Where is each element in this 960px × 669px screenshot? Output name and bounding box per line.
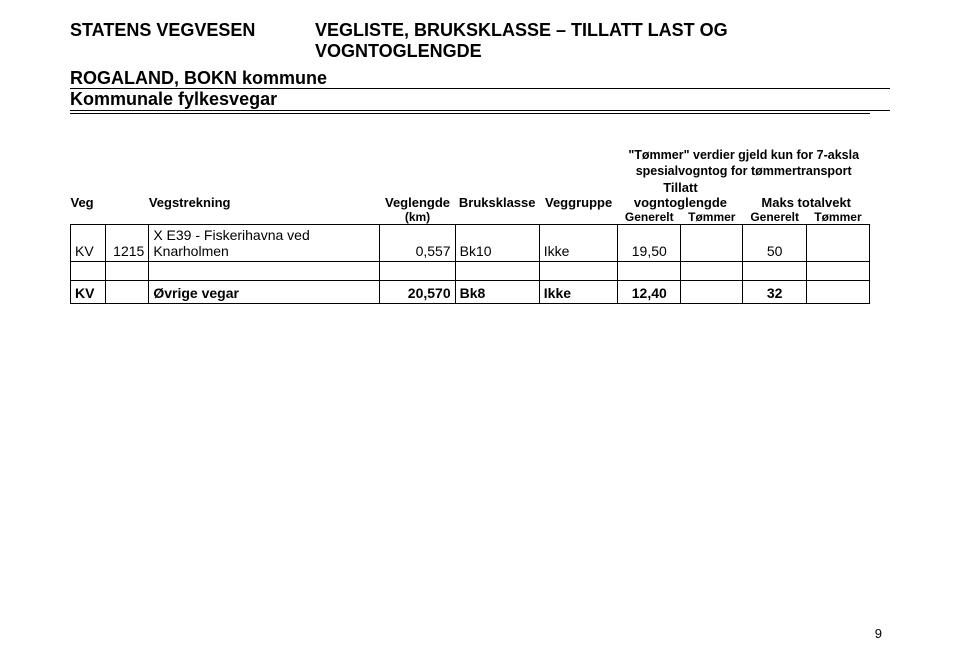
road-table: "Tømmer" verdier gjeld kun for 7-aksla s… bbox=[70, 148, 870, 304]
header-row-2: (km) Generelt Tømmer Generelt Tømmer bbox=[71, 210, 870, 225]
cell-vegnr: 1215 bbox=[105, 225, 149, 262]
table-body: KV1215X E39 - Fiskerihavna ved Knarholme… bbox=[71, 225, 870, 304]
col-tillatt: Tillatt vogntoglengde bbox=[618, 180, 743, 210]
col-veglengde: Veglengde bbox=[380, 180, 455, 210]
col-bruksklasse: Bruksklasse bbox=[455, 180, 539, 210]
cell-tom1 bbox=[681, 225, 743, 262]
sub-tommer-1: Tømmer bbox=[681, 210, 743, 225]
note-row-2: spesialvogntog for tømmertransport bbox=[71, 164, 870, 180]
cell-len: 0,557 bbox=[380, 225, 455, 262]
cell-bk: Bk10 bbox=[455, 225, 539, 262]
subtitle-line: Kommunale fylkesvegar bbox=[70, 89, 890, 110]
cell-veg: KV bbox=[71, 225, 106, 262]
sub-generelt-2: Generelt bbox=[743, 210, 806, 225]
cell-gen2: 50 bbox=[743, 225, 806, 262]
cell-strek: X E39 - Fiskerihavna ved Knarholmen bbox=[149, 225, 380, 262]
table-row bbox=[71, 262, 870, 281]
table-row: KV Øvrige vegar20,570Bk8Ikke12,40 32 bbox=[71, 281, 870, 304]
note-line2: spesialvogntog for tømmertransport bbox=[618, 164, 870, 180]
table-row: KV1215X E39 - Fiskerihavna ved Knarholme… bbox=[71, 225, 870, 262]
cell-veg: KV bbox=[71, 281, 106, 304]
cell-tom2 bbox=[806, 225, 869, 262]
cell-len: 20,570 bbox=[380, 281, 455, 304]
col-veg: Veg bbox=[71, 180, 149, 210]
col-veggruppe: Veggruppe bbox=[539, 180, 618, 210]
sub-generelt-1: Generelt bbox=[618, 210, 681, 225]
rule-line-bottom bbox=[70, 113, 870, 114]
note-line1: "Tømmer" verdier gjeld kun for 7-aksla bbox=[618, 148, 870, 164]
table-wrap: "Tømmer" verdier gjeld kun for 7-aksla s… bbox=[70, 148, 870, 304]
cell-tom1 bbox=[681, 281, 743, 304]
sub-tommer-2: Tømmer bbox=[806, 210, 869, 225]
note-row-1: "Tømmer" verdier gjeld kun for 7-aksla bbox=[71, 148, 870, 164]
region-line: ROGALAND, BOKN kommune bbox=[70, 68, 890, 89]
col-maks: Maks totalvekt bbox=[743, 180, 870, 210]
cell-tom2 bbox=[806, 281, 869, 304]
cell-gen2: 32 bbox=[743, 281, 806, 304]
header-row: STATENS VEGVESEN VEGLISTE, BRUKSKLASSE –… bbox=[70, 20, 890, 62]
cell-vegnr bbox=[105, 281, 149, 304]
cell-grp: Ikke bbox=[539, 281, 618, 304]
col-vegstrekning: Vegstrekning bbox=[149, 180, 380, 210]
cell-bk: Bk8 bbox=[455, 281, 539, 304]
col-veglengde-unit: (km) bbox=[380, 210, 455, 225]
cell-strek: Øvrige vegar bbox=[149, 281, 380, 304]
page-container: STATENS VEGVESEN VEGLISTE, BRUKSKLASSE –… bbox=[0, 0, 960, 669]
header-row-1: Veg Vegstrekning Veglengde Bruksklasse V… bbox=[71, 180, 870, 210]
agency-name: STATENS VEGVESEN bbox=[70, 20, 275, 62]
page-number: 9 bbox=[875, 626, 882, 641]
cell-grp: Ikke bbox=[539, 225, 618, 262]
rule-line: Kommunale fylkesvegar bbox=[70, 88, 890, 111]
document-title: VEGLISTE, BRUKSKLASSE – TILLATT LAST OG … bbox=[315, 20, 890, 62]
cell-gen1: 19,50 bbox=[618, 225, 681, 262]
cell-gen1: 12,40 bbox=[618, 281, 681, 304]
